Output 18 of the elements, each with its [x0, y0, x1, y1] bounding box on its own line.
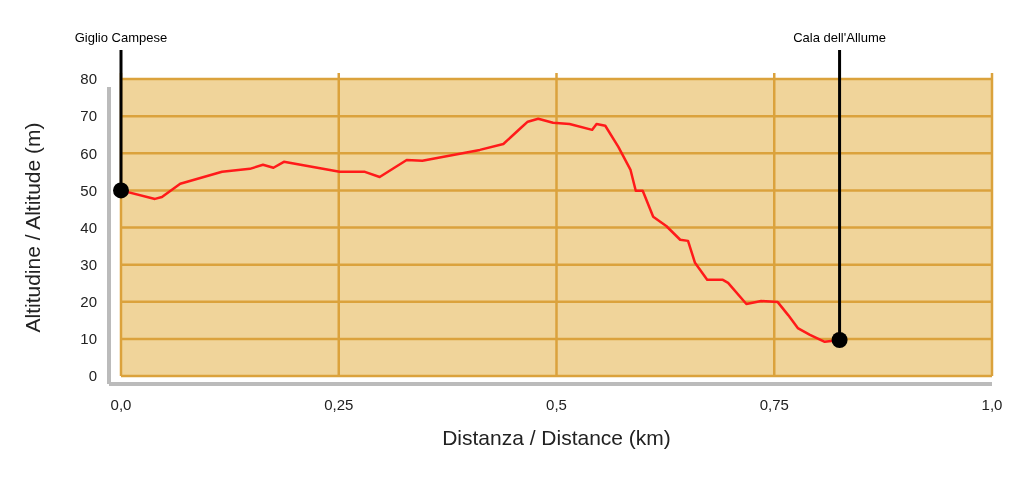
- y-axis-title: Altitudine / Altitude (m): [21, 122, 44, 333]
- x-tick-label: 0,5: [546, 396, 567, 413]
- y-tick-label: 30: [80, 255, 97, 273]
- y-tick-label: 80: [80, 70, 97, 88]
- y-tick-label: 60: [80, 144, 97, 162]
- y-tick-label: 20: [80, 293, 97, 310]
- y-tick-label: 70: [80, 107, 97, 125]
- x-tick-label: 0,0: [110, 396, 132, 413]
- y-tick-label: 10: [80, 330, 97, 348]
- y-tick-label: 0: [88, 367, 97, 385]
- x-tick-label: 0,75: [759, 396, 789, 413]
- y-tick-label: 50: [80, 181, 97, 199]
- x-tick-label: 1,0: [981, 396, 1003, 413]
- x-axis-title: Distanza / Distance (km): [442, 426, 671, 449]
- annotation: Cala dell'Allume: [793, 30, 886, 45]
- x-tick-label: 0,25: [324, 396, 354, 413]
- y-tick-label: 40: [80, 218, 97, 236]
- annotation: Giglio Campese: [74, 30, 168, 45]
